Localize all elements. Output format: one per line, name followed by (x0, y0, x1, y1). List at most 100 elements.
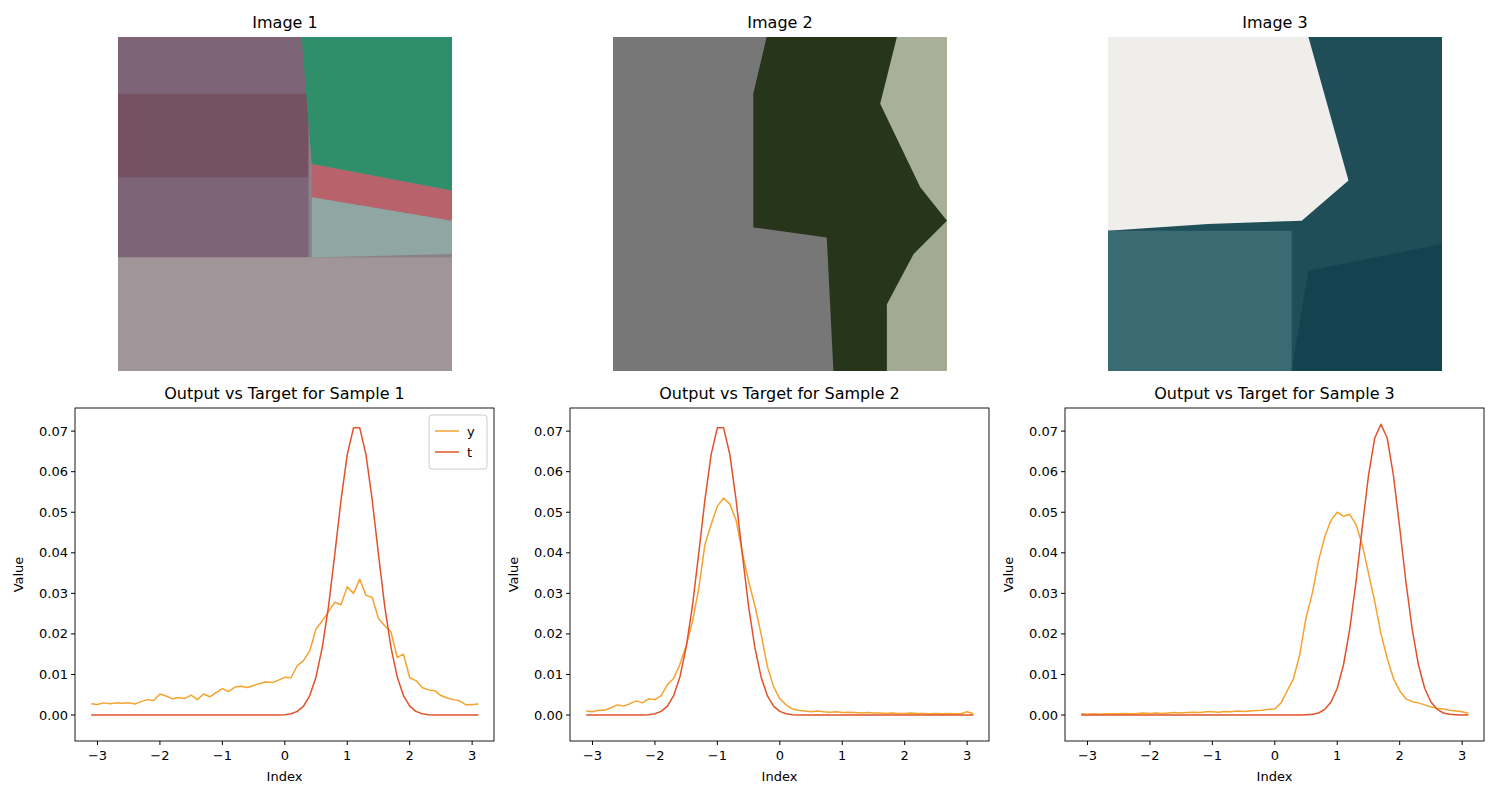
y-tick-label: 0.00 (39, 708, 68, 723)
plot-area (91, 428, 478, 715)
image-title: Image 2 (747, 13, 812, 32)
x-tick (1462, 741, 1463, 745)
plot-frame (1065, 408, 1484, 741)
image-title: Image 1 (252, 13, 317, 32)
x-tick (409, 741, 410, 745)
y-tick (71, 552, 75, 553)
series-line (586, 428, 973, 715)
y-tick (566, 431, 570, 432)
x-tick-label: 0 (281, 748, 289, 763)
x-tick (159, 741, 160, 745)
y-tick-label: 0.02 (39, 626, 68, 641)
x-tick-label: −1 (708, 748, 727, 763)
x-tick (222, 741, 223, 745)
x-tick-label: −3 (1078, 748, 1097, 763)
chart-title: Output vs Target for Sample 3 (1154, 384, 1394, 403)
y-tick-label: 0.05 (39, 505, 68, 520)
y-tick-label: 0.06 (534, 464, 563, 479)
x-tick-label: −2 (150, 748, 169, 763)
x-tick-label: −2 (645, 748, 664, 763)
x-tick-label: 2 (406, 748, 414, 763)
x-tick (284, 741, 285, 745)
y-tick-label: 0.02 (534, 626, 563, 641)
image-region (118, 94, 308, 178)
plot-frame (570, 408, 989, 741)
y-tick-label: 0.01 (534, 667, 563, 682)
plot-area (1081, 424, 1468, 715)
x-tick (779, 741, 780, 745)
plot-area (586, 428, 973, 715)
x-tick-label: 1 (343, 748, 351, 763)
y-tick-label: 0.04 (534, 545, 563, 560)
y-axis-label: Value (1001, 557, 1016, 593)
x-tick-label: 0 (1271, 748, 1279, 763)
y-tick-label: 0.07 (1029, 424, 1058, 439)
y-tick-label: 0.03 (534, 586, 563, 601)
y-tick-label: 0.01 (39, 667, 68, 682)
y-tick-label: 0.06 (1029, 464, 1058, 479)
legend-swatch (435, 451, 459, 453)
image-panel: Image 2 (613, 13, 947, 371)
y-tick (71, 593, 75, 594)
legend: yt (429, 415, 487, 469)
x-tick-label: −1 (213, 748, 232, 763)
y-tick-label: 0.04 (39, 545, 68, 560)
x-tick-label: 3 (963, 748, 971, 763)
image-region (118, 37, 308, 257)
x-tick (904, 741, 905, 745)
y-tick-label: 0.05 (534, 505, 563, 520)
y-tick (71, 674, 75, 675)
chart: Output vs Target for Sample 2 −3 −2 −1 0 1 2 3 0… (506, 384, 989, 784)
x-tick (347, 741, 348, 745)
y-tick (1061, 471, 1065, 472)
y-tick-label: 0.06 (39, 464, 68, 479)
x-tick-label: 1 (838, 748, 846, 763)
x-tick (717, 741, 718, 745)
image-region (887, 221, 947, 371)
y-tick (1061, 593, 1065, 594)
x-tick-label: −3 (88, 748, 107, 763)
y-axis-label: Value (11, 557, 26, 593)
x-tick (967, 741, 968, 745)
series-line (91, 428, 478, 715)
y-tick (1061, 512, 1065, 513)
image-region (312, 197, 452, 257)
legend-label: t (467, 445, 472, 460)
figure: Image 1Image 2Image 3Output vs Target fo… (0, 0, 1500, 800)
y-tick (71, 715, 75, 716)
y-tick-label: 0.07 (39, 424, 68, 439)
y-axis-label: Value (506, 557, 521, 593)
y-tick-label: 0.00 (1029, 708, 1058, 723)
y-tick (1061, 633, 1065, 634)
image-region (1108, 231, 1292, 371)
legend-label: y (467, 424, 475, 439)
x-tick-label: −3 (583, 748, 602, 763)
x-tick-label: 0 (776, 748, 784, 763)
y-tick (71, 633, 75, 634)
chart: Output vs Target for Sample 1−3−2−101230… (11, 384, 494, 784)
y-tick (566, 633, 570, 634)
chart-title: Output vs Target for Sample 2 (659, 384, 899, 403)
y-tick (566, 715, 570, 716)
y-tick (1061, 674, 1065, 675)
image-region (880, 37, 947, 221)
chart-title: Output vs Target for Sample 1 (164, 384, 404, 403)
image-region (1292, 244, 1442, 371)
plot-frame (75, 408, 494, 741)
x-tick-label: 1 (1333, 748, 1341, 763)
y-tick (71, 471, 75, 472)
chart: Output vs Target for Sample 3−3−2−101230… (1001, 384, 1484, 784)
y-tick-label: 0.03 (39, 586, 68, 601)
image-panel: Image 1 (118, 13, 452, 371)
y-tick (566, 593, 570, 594)
y-tick-label: 0.00 (534, 708, 563, 723)
y-tick (1061, 715, 1065, 716)
x-tick-label: 2 (901, 748, 909, 763)
x-tick (472, 741, 473, 745)
y-tick (566, 471, 570, 472)
image-region (1108, 37, 1348, 231)
y-tick-label: 0.03 (1029, 586, 1058, 601)
x-tick (592, 741, 593, 745)
x-tick (842, 741, 843, 745)
x-tick (1087, 741, 1088, 745)
